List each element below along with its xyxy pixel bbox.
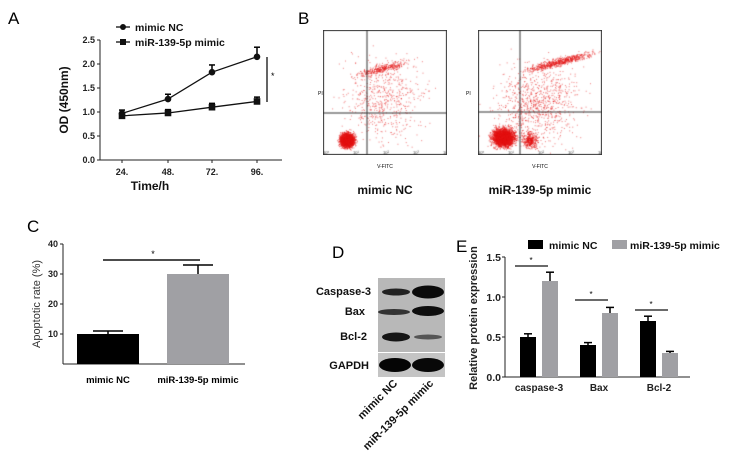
ylabel-a: OD (450nm) [57, 66, 71, 133]
panel-label-c: C [27, 217, 39, 236]
bar-e-Bcl-2-1 [662, 353, 678, 377]
panel-d-western-blot: Caspase-3 Bax Bcl-2 GAPDH mimic NC miR-1… [316, 278, 445, 453]
flow-scatter-mir-139-5p-mimic [478, 30, 602, 155]
band-bcl2-mir [414, 334, 442, 340]
x-tick-label-e: Bax [590, 383, 609, 394]
panel-label-a: A [8, 9, 20, 28]
y-tick-label-a: 2.0 [82, 59, 95, 69]
blot-row-bcl2: Bcl-2 [340, 331, 367, 343]
y-tick-label-e: 0.0 [486, 372, 501, 384]
blot-lane-mir: miR-139-5p mimic [361, 378, 436, 453]
data-point-circle [208, 68, 216, 76]
flow-ylabel-mir: PI [466, 91, 471, 97]
bar-e-caspase-3-1 [542, 281, 558, 377]
y-tick-label-c: 10 [48, 329, 58, 339]
x-tick-label-a: 48. [162, 167, 175, 177]
data-point-square [164, 109, 172, 117]
y-tick-label-c: 30 [48, 269, 58, 279]
ylabel-c: Apoptotic rate (%) [31, 260, 43, 348]
band-gapdh-nc [379, 358, 411, 372]
x-tick-label-e: caspase-3 [515, 383, 564, 394]
y-tick-label-c: 40 [48, 239, 58, 249]
y-tick-label-a: 2.5 [82, 35, 95, 45]
band-gapdh-mir [412, 358, 444, 372]
significance-star-e: * [589, 290, 592, 299]
y-tick-label-e: 1.5 [486, 252, 501, 264]
legend-e-swatch-nc [528, 240, 543, 249]
band-bax-nc [378, 309, 410, 315]
x-tick-label-a: 24. [116, 167, 129, 177]
flow-xlabel-mir: V-FITC [532, 164, 548, 170]
y-tick-label-a: 0.0 [82, 155, 95, 165]
panel-b-flow-cytometry: mimic NC miR-139-5p mimic V-FITC V-FITC … [318, 91, 592, 197]
panel-label-b: B [298, 9, 309, 28]
legend-e-nc: mimic NC [549, 240, 598, 252]
series-line-0 [121, 56, 258, 115]
panel-e-bar-chart: Relative protein expression mimic NC miR… [468, 240, 720, 394]
series-line-1 [121, 100, 258, 117]
bar-e-caspase-3-0 [520, 337, 536, 377]
bar-e-Bcl-2-0 [640, 321, 656, 377]
legend-e-mir: miR-139-5p mimic [630, 240, 720, 252]
legend-marker-circle [120, 24, 126, 30]
bar-e-Bax-0 [580, 345, 596, 377]
ylabel-e: Relative protein expression [468, 246, 480, 390]
xlabel-a: Time/h [131, 179, 169, 193]
y-tick-label-e: 1.0 [486, 292, 501, 304]
panel-label-e: E [456, 237, 467, 256]
bar-c-1 [167, 274, 229, 364]
legend-a-mir: miR-139-5p mimic [135, 37, 225, 49]
x-tick-label-c: mimic NC [86, 375, 130, 386]
x-tick-label-a: 96. [251, 167, 264, 177]
panel-label-d: D [332, 243, 344, 262]
y-tick-label-c: 20 [48, 299, 58, 309]
significance-star-e: * [649, 300, 652, 309]
significance-star-a: * [271, 71, 275, 81]
flow-scatter-mimic-nc [323, 30, 447, 155]
legend-e-swatch-mir [612, 240, 627, 249]
data-point-circle [253, 53, 261, 61]
flow-label-mir: miR-139-5p mimic [489, 183, 592, 197]
legend-marker-square [120, 39, 126, 45]
y-tick-label-a: 1.5 [82, 83, 95, 93]
panel-a-line-chart: Time/h OD (450nm) mimic NC miR-139-5p mi… [57, 22, 282, 193]
x-tick-label-e: Bcl-2 [647, 383, 672, 394]
x-tick-label-a: 72. [206, 167, 219, 177]
blot-row-caspase3: Caspase-3 [316, 286, 371, 298]
data-point-circle [164, 95, 172, 103]
significance-star-c: * [151, 249, 155, 259]
data-point-square [253, 98, 261, 105]
y-tick-label-a: 1.0 [82, 107, 95, 117]
panel-c-bar-chart: Apoptotic rate (%) 10 20 30 40 mimic NC miR-1… [31, 239, 245, 386]
x-tick-label-c: miR-139-5p mimic [157, 375, 238, 386]
significance-star-e: * [529, 256, 532, 265]
blot-row-bax: Bax [345, 306, 366, 318]
blot-row-gapdh: GAPDH [329, 360, 369, 372]
data-point-square [208, 103, 216, 111]
legend-a-nc: mimic NC [135, 22, 184, 34]
bar-e-Bax-1 [602, 313, 618, 377]
flow-label-nc: mimic NC [357, 183, 413, 197]
band-caspase3-mir [412, 285, 444, 299]
band-bcl2-nc [382, 332, 410, 342]
flow-xlabel-nc: V-FITC [377, 164, 393, 170]
y-tick-label-e: 0.5 [486, 332, 501, 344]
y-tick-label-a: 0.5 [82, 131, 95, 141]
band-caspase3-nc [382, 288, 410, 296]
band-bax-mir [412, 306, 444, 316]
data-point-square [118, 112, 126, 120]
bar-c-0 [77, 334, 139, 364]
flow-ylabel-nc: PI [318, 91, 323, 97]
